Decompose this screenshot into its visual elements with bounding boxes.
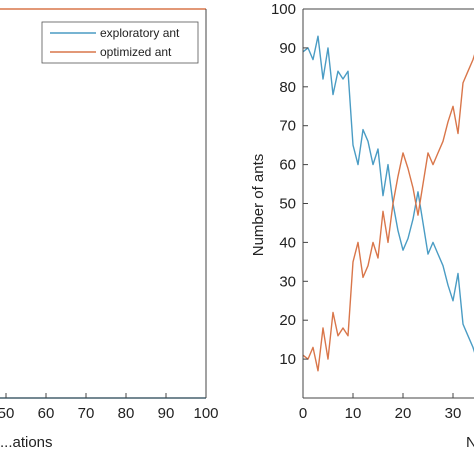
left-x-tick-label-60: 60: [38, 405, 55, 422]
legend: exploratory ant optimized ant: [41, 21, 199, 64]
left-x-axis-label: ...ations: [0, 434, 53, 451]
left-x-tick-label-50: 50: [0, 405, 14, 422]
right-ticks-group: 0 10 20 30 10 20 30 40 50 60 70 80 90 100: [271, 1, 461, 422]
right-x-axis-label: N...: [466, 434, 474, 451]
right-y-tick-label-70: 70: [279, 118, 296, 135]
right-line-optimized-ant: [302, 54, 474, 372]
right-y-tick-label-50: 50: [279, 196, 296, 213]
right-y-axis-label: Number of ants: [250, 154, 267, 257]
legend-box: [41, 21, 199, 64]
right-x-tick-label-0: 0: [299, 405, 307, 422]
left-x-tick-label-70: 70: [78, 405, 95, 422]
right-y-tick-label-90: 90: [279, 40, 296, 57]
right-y-tick-label-100: 100: [271, 1, 296, 18]
right-x-tick-label-10: 10: [345, 405, 362, 422]
right-x-tick-label-20: 20: [395, 405, 412, 422]
right-plot-area: [303, 9, 474, 398]
right-y-tick-label-30: 30: [279, 273, 296, 290]
left-x-tick-label-100: 100: [193, 405, 218, 422]
left-x-tick-label-80: 80: [118, 405, 135, 422]
right-line-exploratory-ant: [302, 35, 474, 353]
left-chart: 60 70 80 90 100 50 exploratory ant optimized …: [0, 8, 219, 451]
right-y-tick-label-40: 40: [279, 234, 296, 251]
left-x-tick-label-90: 90: [158, 405, 175, 422]
left-ticks-group: 60 70 80 90 100 50: [0, 393, 219, 422]
right-chart: 0 10 20 30 10 20 30 40 50 60 70 80 90 100 Number of a…: [250, 1, 474, 451]
right-series-group: [302, 35, 474, 372]
right-x-tick-label-30: 30: [445, 405, 462, 422]
right-y-tick-label-20: 20: [279, 312, 296, 329]
left-plot-area: [0, 9, 206, 398]
legend-label-exploratory: exploratory ant: [100, 26, 180, 40]
right-y-tick-label-60: 60: [279, 157, 296, 174]
right-y-tick-label-10: 10: [279, 351, 296, 368]
legend-label-optimized: optimized ant: [100, 45, 172, 59]
right-y-tick-label-80: 80: [279, 79, 296, 96]
